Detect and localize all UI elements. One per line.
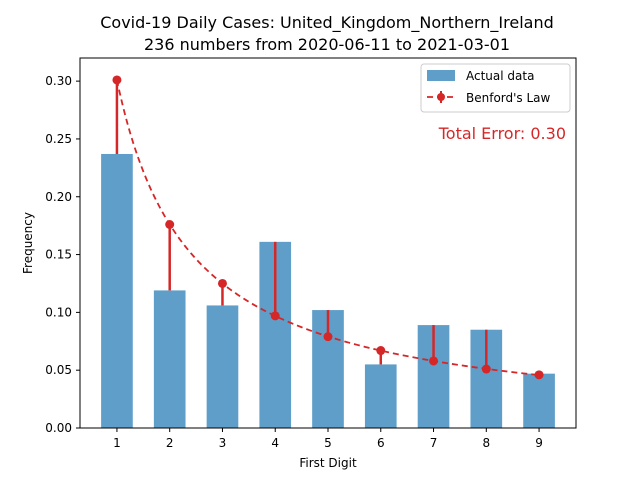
x-tick-label: 8: [482, 436, 490, 450]
legend-swatch-benford-marker: [437, 93, 445, 101]
x-tick-label: 9: [535, 436, 543, 450]
benford-point-digit-3: [217, 278, 227, 288]
y-tick-label: 0.10: [45, 305, 72, 319]
bar-digit-3: [206, 305, 239, 428]
legend-box: [420, 63, 571, 113]
y-tick-label: 0.25: [45, 132, 72, 146]
y-tick-label: 0.20: [45, 190, 72, 204]
benford-markers: [112, 75, 544, 380]
x-tick-label: 4: [271, 436, 279, 450]
y-axis-label: Frequency: [21, 212, 35, 274]
benford-point-digit-9: [534, 370, 544, 380]
error-lines: [115, 79, 541, 375]
benford-point-digit-7: [429, 356, 439, 366]
x-axis-ticks: 1 2 3 4 5 6 7 8 9: [113, 428, 543, 450]
x-tick-label: 6: [377, 436, 385, 450]
x-tick-label: 1: [113, 436, 121, 450]
benford-point-digit-6: [376, 346, 386, 356]
x-axis-label: First Digit: [299, 456, 357, 470]
y-axis-ticks: 0.00 0.05 0.10 0.15 0.20 0.25 0.30: [45, 74, 80, 435]
x-tick-label: 3: [219, 436, 227, 450]
benford-point-digit-4: [270, 311, 280, 321]
chart-title-line1: Covid-19 Daily Cases: United_Kingdom_Nor…: [100, 13, 554, 33]
chart-title-line2: 236 numbers from 2020-06-11 to 2021-03-0…: [144, 35, 510, 54]
bar-digit-6: [364, 364, 397, 428]
bar-series: [101, 153, 555, 428]
legend-label-actual: Actual data: [466, 69, 534, 83]
y-tick-label: 0.30: [45, 74, 72, 88]
benford-point-digit-2: [165, 220, 175, 229]
x-tick-label: 2: [166, 436, 174, 450]
benford-point-digit-5: [323, 332, 333, 342]
total-error-annotation: Total Error: 0.30: [438, 124, 566, 143]
benford-point-digit-8: [481, 364, 491, 374]
x-tick-label: 5: [324, 436, 332, 450]
x-tick-label: 7: [430, 436, 438, 450]
bar-digit-9: [523, 373, 555, 428]
legend-label-benford: Benford's Law: [466, 91, 551, 105]
y-tick-label: 0.15: [45, 248, 72, 262]
legend-swatch-actual: [427, 70, 455, 81]
y-tick-label: 0.05: [45, 363, 72, 377]
y-tick-label: 0.00: [45, 421, 72, 435]
bar-digit-1: [101, 153, 133, 428]
benford-point-digit-1: [112, 75, 122, 85]
legend: Actual data Benford's Law: [420, 63, 571, 113]
bar-digit-2: [153, 290, 186, 428]
